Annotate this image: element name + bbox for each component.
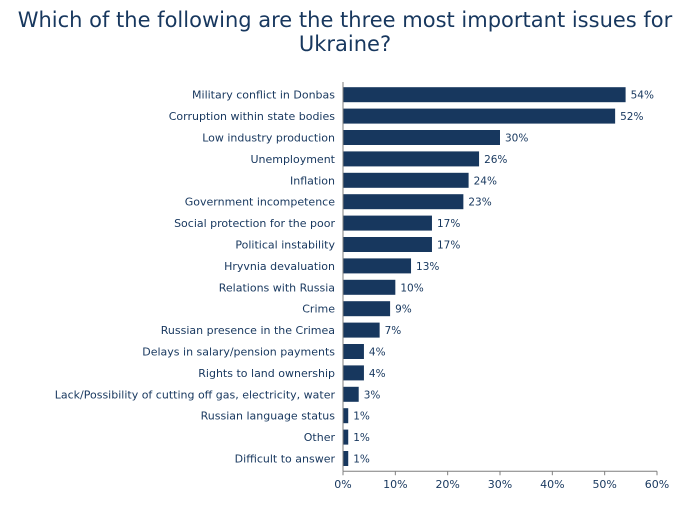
data-label: 17% (437, 240, 460, 252)
category-label: Unemployment (250, 153, 335, 166)
category-label: Other (304, 431, 336, 444)
x-tick-label: 50% (592, 478, 616, 491)
category-label: Inflation (290, 174, 335, 187)
x-tick-label: 20% (435, 478, 459, 491)
bar (343, 258, 412, 274)
category-label: Lack/Possibility of cutting off gas, ele… (55, 388, 336, 401)
x-tick-label: 0% (334, 478, 351, 491)
category-label: Russian presence in the Crimea (161, 324, 335, 337)
bar (343, 344, 364, 359)
category-label: Rights to land ownership (198, 367, 335, 380)
category-label: Social protection for the poor (174, 217, 335, 230)
bar (343, 451, 349, 466)
bar (343, 130, 500, 145)
category-label: Political instability (235, 239, 335, 252)
data-label: 1% (353, 454, 370, 466)
data-label: 30% (505, 133, 528, 145)
data-label: 3% (364, 389, 381, 401)
x-tick-label: 60% (645, 478, 669, 491)
data-label: 4% (369, 347, 386, 359)
chart-title: Which of the following are the three mos… (17, 8, 673, 56)
category-label: Relations with Russia (219, 281, 335, 294)
bar (343, 301, 391, 317)
bar (343, 108, 616, 124)
data-label: 10% (400, 282, 423, 294)
category-label: Hryvnia devaluation (224, 260, 335, 273)
x-tick-label: 10% (383, 478, 407, 491)
category-label: Government incompetence (185, 196, 335, 209)
bar (343, 365, 364, 381)
bars-group: Military conflict in Donbas 54% Corruption… (55, 87, 654, 466)
data-label: 26% (484, 154, 507, 166)
data-label: 23% (468, 197, 491, 209)
data-label: 13% (416, 261, 439, 273)
data-label: 7% (385, 325, 402, 337)
bar (343, 87, 626, 103)
data-label: 24% (474, 175, 497, 187)
bar (343, 237, 432, 252)
category-label: Difficult to answer (235, 453, 336, 466)
data-label: 1% (353, 432, 370, 444)
x-tick-label: 30% (488, 478, 512, 491)
category-label: Corruption within state bodies (169, 110, 336, 123)
category-label: Delays in salary/pension payments (142, 346, 335, 359)
bar (343, 151, 480, 167)
x-tick-label: 40% (540, 478, 564, 491)
data-label: 17% (437, 218, 460, 230)
category-label: Crime (302, 303, 335, 316)
bar (343, 279, 396, 295)
bar (343, 194, 464, 210)
bar (343, 322, 380, 338)
data-label: 1% (353, 411, 370, 423)
data-label: 54% (631, 90, 654, 102)
category-label: Military conflict in Donbas (192, 89, 335, 102)
bar (343, 408, 349, 424)
x-axis: 0% 10% 20% 30% 40% 50% 60% (334, 82, 669, 491)
bar (343, 172, 469, 188)
data-label: 9% (395, 304, 412, 316)
category-label: Low industry production (202, 132, 335, 145)
data-label: 52% (620, 111, 643, 123)
data-label: 4% (369, 368, 386, 380)
bar (343, 386, 359, 402)
bar (343, 429, 349, 445)
category-label: Russian language status (201, 410, 336, 423)
bar (343, 215, 432, 231)
